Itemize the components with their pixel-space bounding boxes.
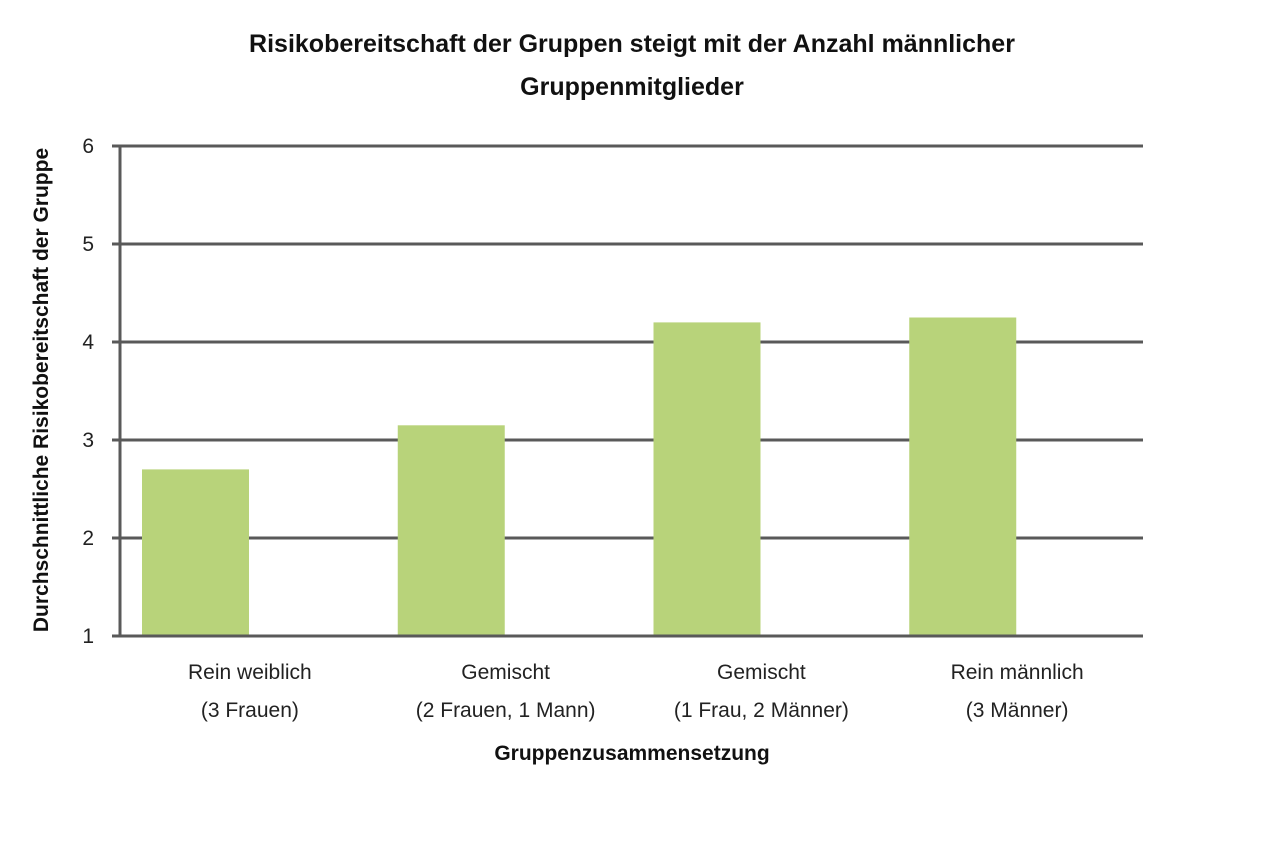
category-label: Gemischt	[717, 661, 806, 684]
y-tick-label: 5	[82, 233, 94, 256]
y-tick-label: 4	[82, 331, 94, 354]
y-axis-title: Durchschnittliche Risikobereitschaft der…	[30, 148, 53, 632]
bars	[142, 317, 1017, 636]
y-tick-label: 3	[82, 429, 94, 452]
bar-4	[909, 317, 1017, 636]
category-label: (3 Männer)	[966, 699, 1069, 722]
y-tick-label: 1	[82, 625, 94, 648]
category-label: Rein weiblich	[188, 661, 312, 684]
category-label: Gemischt	[461, 661, 550, 684]
axes	[112, 144, 1143, 638]
category-labels: Rein weiblich (3 Frauen) Gemischt (2 Frauen…	[188, 661, 1084, 722]
y-tick-labels: 1 2 3 4 5 6	[82, 135, 94, 648]
category-label: (2 Frauen, 1 Mann)	[416, 699, 596, 722]
bar-2	[397, 425, 505, 636]
x-axis-title: Gruppenzusammensetzung	[494, 742, 769, 765]
chart-title-line-2: Gruppenmitglieder	[520, 73, 744, 101]
y-tick-label: 6	[82, 135, 94, 158]
chart-title-line-1: Risikobereitschaft der Gruppen steigt mi…	[249, 30, 1015, 58]
category-label: Rein männlich	[951, 661, 1084, 684]
category-label: (1 Frau, 2 Männer)	[674, 699, 849, 722]
bar-3	[653, 322, 761, 636]
y-tick-label: 2	[82, 527, 94, 550]
category-label: (3 Frauen)	[201, 699, 299, 722]
bar-1	[142, 469, 249, 636]
